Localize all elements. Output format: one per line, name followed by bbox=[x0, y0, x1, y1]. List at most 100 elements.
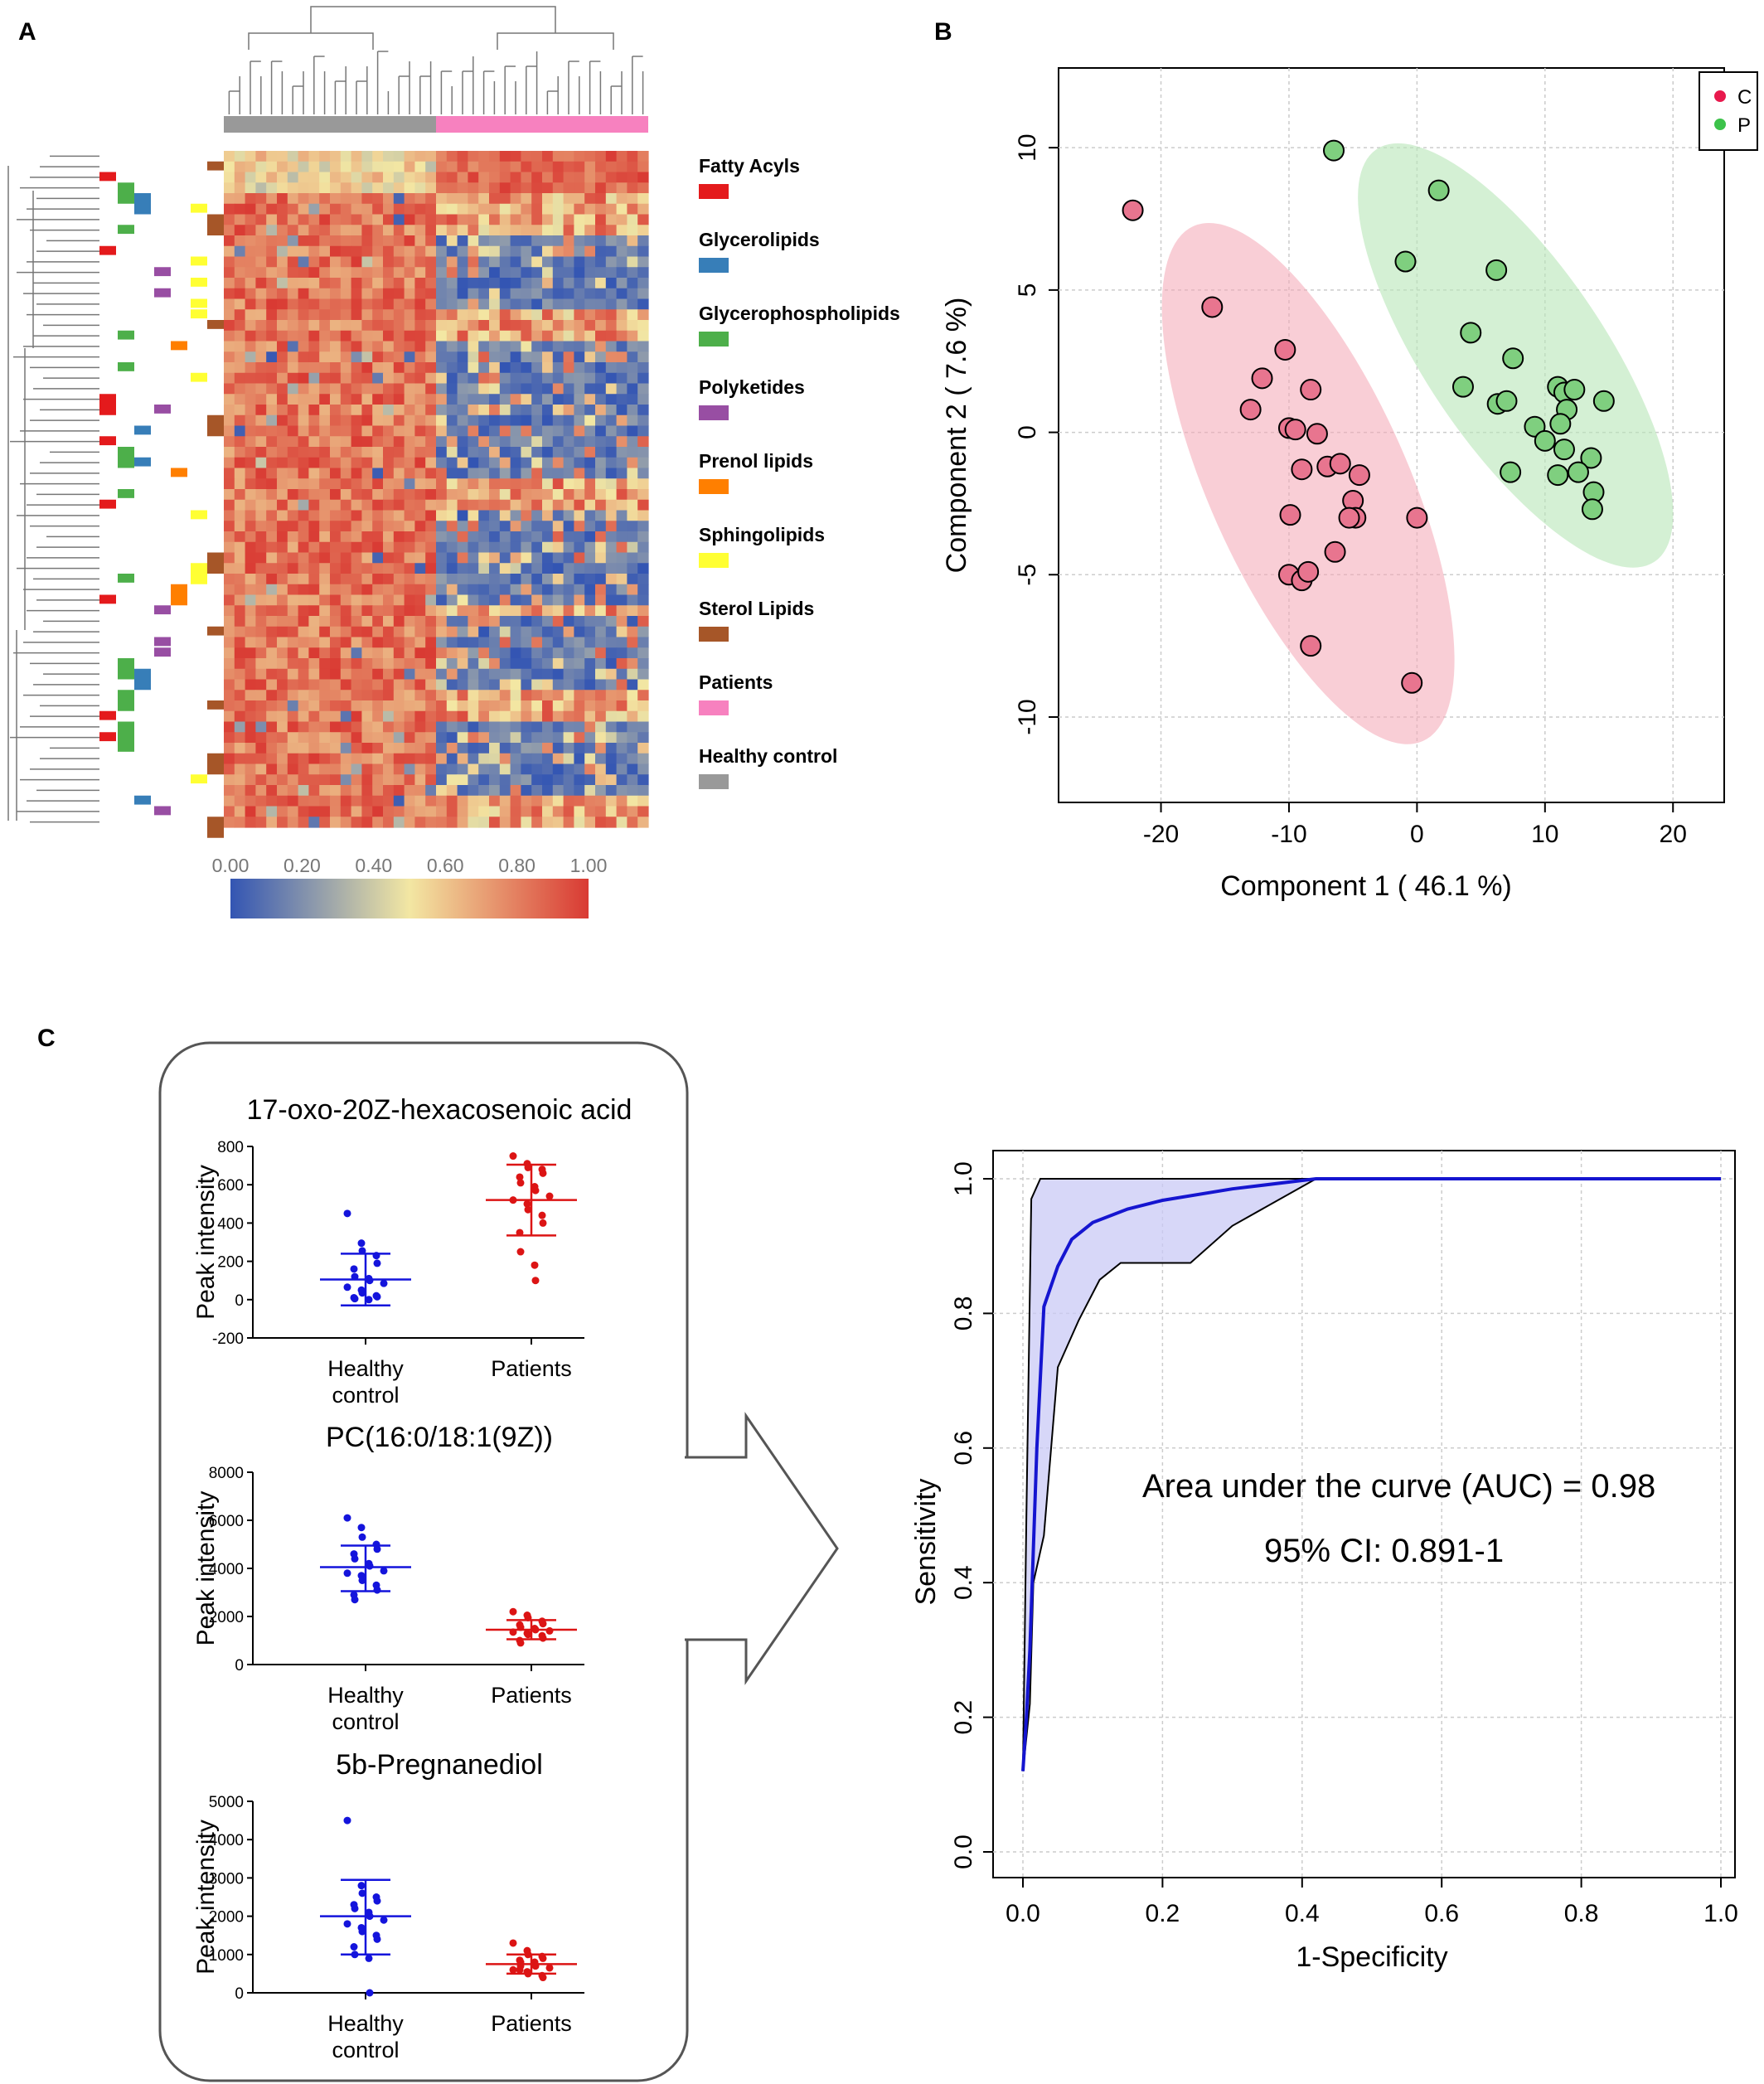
heatmap-cell bbox=[446, 785, 458, 797]
heatmap-cell bbox=[298, 700, 309, 712]
heatmap-cell bbox=[340, 235, 352, 247]
heatmap-cell bbox=[563, 447, 574, 458]
heatmap-cell bbox=[383, 414, 395, 427]
heatmap-cell bbox=[351, 256, 362, 268]
heatmap-cell bbox=[478, 763, 490, 775]
heatmap-cell bbox=[319, 193, 331, 205]
heatmap-cell bbox=[584, 405, 596, 416]
heatmap-cell bbox=[637, 763, 649, 775]
heatmap-cell bbox=[255, 468, 267, 479]
heatmap-cell bbox=[308, 785, 320, 797]
heatmap-cell bbox=[489, 362, 501, 374]
heatmap-cell bbox=[595, 447, 607, 458]
heatmap-cell bbox=[224, 320, 235, 332]
heatmap-cell bbox=[255, 817, 267, 828]
heatmap-cell bbox=[457, 351, 468, 363]
heatmap-cell bbox=[637, 182, 649, 194]
dotplot-y-tick-label: 200 bbox=[217, 1254, 244, 1272]
heatmap-cell bbox=[499, 521, 511, 532]
heatmap-cell bbox=[287, 732, 299, 744]
heatmap-cell bbox=[552, 616, 565, 628]
heatmap-cell bbox=[637, 298, 649, 310]
heatmap-cell bbox=[298, 468, 309, 479]
heatmap-cell bbox=[627, 584, 638, 596]
heatmap-cell bbox=[605, 489, 618, 501]
heatmap-cell bbox=[308, 668, 320, 681]
heatmap-cell bbox=[510, 774, 521, 786]
heatmap-cell bbox=[425, 690, 437, 701]
heatmap-cell bbox=[552, 278, 565, 289]
heatmap-cell bbox=[425, 447, 437, 458]
heatmap-cell bbox=[637, 245, 649, 258]
heatmap-cell bbox=[542, 668, 554, 681]
heatmap-cell bbox=[542, 172, 554, 183]
dotplot-y-tick-label: 0 bbox=[235, 1292, 244, 1310]
pca-point-c bbox=[1284, 419, 1306, 441]
heatmap-cell bbox=[489, 309, 501, 321]
heatmap-cell bbox=[616, 383, 628, 395]
heatmap-cell bbox=[468, 245, 479, 258]
heatmap-cell bbox=[277, 447, 288, 458]
legend-label: Patients bbox=[699, 671, 773, 693]
heatmap-cell bbox=[478, 468, 490, 479]
heatmap-cell bbox=[616, 521, 628, 532]
heatmap-cell bbox=[340, 405, 352, 416]
heatmap-cell bbox=[510, 753, 521, 765]
heatmap-cell bbox=[224, 732, 235, 744]
heatmap-cell bbox=[308, 351, 320, 363]
heatmap-cell bbox=[319, 182, 331, 194]
heatmap-cell bbox=[372, 362, 384, 374]
heatmap-cell bbox=[627, 668, 638, 681]
heatmap-cell bbox=[330, 320, 342, 332]
heatmap-cell bbox=[605, 330, 618, 342]
heatmap-cell bbox=[563, 584, 574, 596]
heatmap-cell bbox=[627, 795, 638, 807]
heatmap-cell bbox=[351, 362, 362, 374]
heatmap-cell bbox=[330, 478, 342, 490]
heatmap-cell bbox=[277, 320, 288, 332]
heatmap-cell bbox=[616, 298, 628, 310]
heatmap-cell bbox=[616, 267, 628, 279]
heatmap-cell bbox=[627, 362, 638, 374]
heatmap-cell bbox=[224, 700, 235, 712]
heatmap-cell bbox=[595, 298, 607, 310]
heatmap-cell bbox=[499, 679, 511, 691]
heatmap-cell bbox=[605, 531, 618, 543]
heatmap-cell bbox=[510, 499, 521, 511]
heatmap-cell bbox=[414, 552, 426, 564]
heatmap-cell bbox=[521, 584, 532, 596]
heatmap-cell bbox=[255, 203, 267, 216]
heatmap-cell bbox=[563, 457, 574, 469]
heatmap-cell bbox=[319, 574, 331, 585]
heatmap-cell bbox=[383, 541, 395, 554]
heatmap-cell bbox=[637, 795, 649, 807]
heatmap-cell bbox=[298, 574, 309, 585]
heatmap-cell bbox=[234, 521, 246, 532]
heatmap-cell bbox=[361, 447, 373, 458]
heatmap-cell bbox=[478, 541, 490, 554]
heatmap-cell bbox=[351, 298, 362, 310]
heatmap-cell bbox=[404, 383, 415, 395]
heatmap-cell bbox=[340, 584, 352, 596]
dotplot-y-axis-title: Peak intensity bbox=[192, 1820, 220, 1975]
heatmap-cell bbox=[404, 235, 415, 247]
heatmap-cell bbox=[542, 225, 554, 236]
heatmap-cell bbox=[446, 203, 458, 216]
heatmap-cell bbox=[574, 574, 585, 585]
heatmap-cell bbox=[266, 763, 278, 775]
heatmap-cell bbox=[393, 753, 405, 765]
heatmap-cell bbox=[595, 647, 607, 659]
heatmap-cell bbox=[595, 172, 607, 183]
legend-label-c: C bbox=[1737, 86, 1752, 109]
heatmap-cell bbox=[383, 478, 395, 490]
pca-point-c bbox=[1329, 453, 1351, 475]
heatmap-cell bbox=[224, 214, 235, 225]
roc-y-tick-label: 0.4 bbox=[950, 1565, 977, 1600]
heatmap-cell bbox=[383, 267, 395, 279]
heatmap-cell bbox=[414, 563, 426, 574]
heatmap-cell bbox=[277, 298, 288, 310]
heatmap-cell bbox=[266, 383, 278, 395]
heatmap-cell bbox=[563, 278, 574, 289]
heatmap-cell bbox=[616, 690, 628, 701]
heatmap-cell bbox=[627, 288, 638, 300]
